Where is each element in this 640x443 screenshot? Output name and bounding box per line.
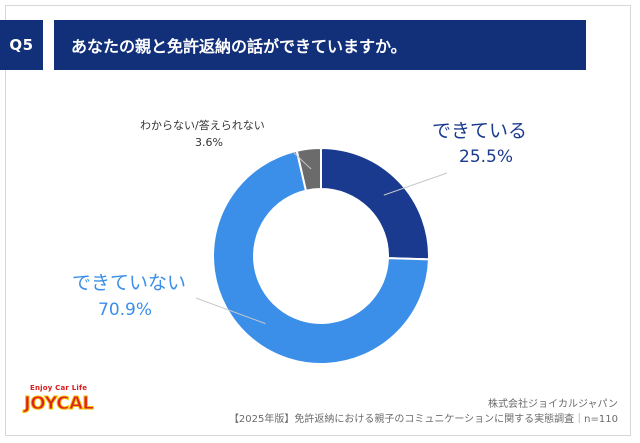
leader-lines-group — [195, 151, 448, 325]
slice-not-done — [212, 149, 430, 365]
leader-line-done — [383, 172, 448, 196]
category-label-not-done: できていない — [72, 272, 187, 294]
leader-line-unknown — [292, 151, 312, 170]
value-label-unknown: 3.6% — [195, 136, 223, 149]
value-label-not-done: 70.9% — [98, 300, 153, 320]
slices-group — [212, 146, 430, 365]
slice-done — [320, 146, 430, 261]
company-name: 株式会社ジョイカルジャパン — [488, 399, 618, 410]
category-label-done: できている — [432, 120, 528, 142]
leader-line-not-done — [195, 297, 266, 325]
question-title: あなたの親と免許返納の話ができていますか。 — [54, 20, 586, 70]
survey-source: 【2025年版】免許返納における親子のコミュニケーションに関する実態調査｜n=1… — [228, 414, 618, 425]
question-number-badge: Q5 — [0, 20, 43, 70]
logo-tagline: Enjoy Car Life — [30, 384, 88, 392]
logo-wordmark: JOYCAL — [23, 393, 94, 415]
category-label-unknown: わからない/答えられない — [140, 119, 265, 132]
slice-unknown — [295, 146, 322, 192]
value-label-done: 25.5% — [459, 147, 514, 167]
joycal-logo: Enjoy Car Life JOYCAL — [23, 384, 114, 422]
